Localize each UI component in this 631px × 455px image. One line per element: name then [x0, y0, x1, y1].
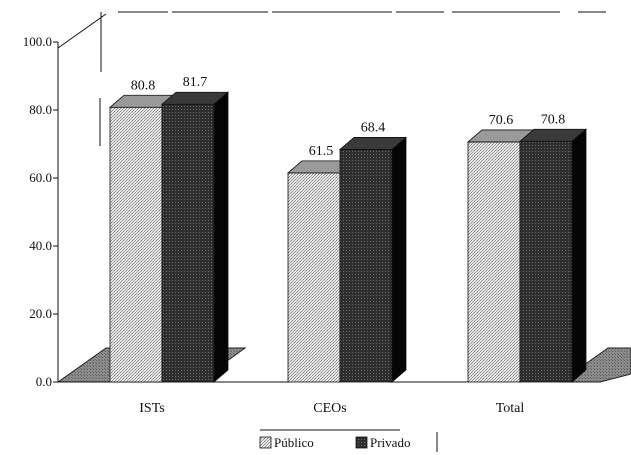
bar-front-face [519, 140, 573, 383]
x-axis-labels: ISTs CEOs Total [139, 401, 524, 416]
legend-label-privado: Privado [370, 435, 410, 450]
y-tick-label: 40.0 [29, 238, 52, 253]
legend-label-público: Público [274, 435, 314, 450]
data-label: 61.5 [309, 144, 334, 159]
chart-back-walls [57, 11, 606, 146]
x-category-label: CEOs [313, 401, 346, 416]
bar-privado-ists [160, 91, 230, 383]
legend-swatch-privado [355, 436, 368, 449]
data-label: 70.8 [541, 112, 566, 127]
y-axis: 0.0 20.0 40.0 60.0 80.0 100.0 [23, 34, 59, 389]
bar-front-face [109, 106, 163, 383]
data-label: 80.8 [131, 78, 156, 93]
bar-front-face [339, 149, 393, 383]
legend-swatch-público [259, 436, 272, 449]
bar-side-face [571, 128, 587, 383]
y-tick-label: 100.0 [23, 34, 52, 49]
bars [108, 91, 588, 383]
bar-front-face [161, 103, 215, 383]
legend: Público Privado [259, 429, 438, 452]
wall-left-top-edge [57, 13, 107, 49]
data-labels: 80.8 81.7 61.5 68.4 70.6 70.8 [131, 75, 566, 159]
data-label: 81.7 [183, 75, 208, 90]
y-tick-label: 20.0 [29, 306, 52, 321]
bar-front-face [467, 141, 521, 383]
y-tick-label: 0.0 [36, 374, 52, 389]
bar-side-face [213, 91, 229, 383]
y-tick-label: 60.0 [29, 170, 52, 185]
bar-side-face [391, 136, 407, 383]
x-category-label: Total [496, 401, 525, 416]
y-tick-label: 80.0 [29, 102, 52, 117]
bar-privado-ceos [338, 136, 408, 383]
bar-front-face [287, 172, 341, 383]
data-label: 70.6 [489, 113, 514, 128]
x-category-label: ISTs [139, 401, 164, 416]
data-label: 68.4 [361, 120, 386, 135]
bar-privado-total [518, 128, 588, 383]
